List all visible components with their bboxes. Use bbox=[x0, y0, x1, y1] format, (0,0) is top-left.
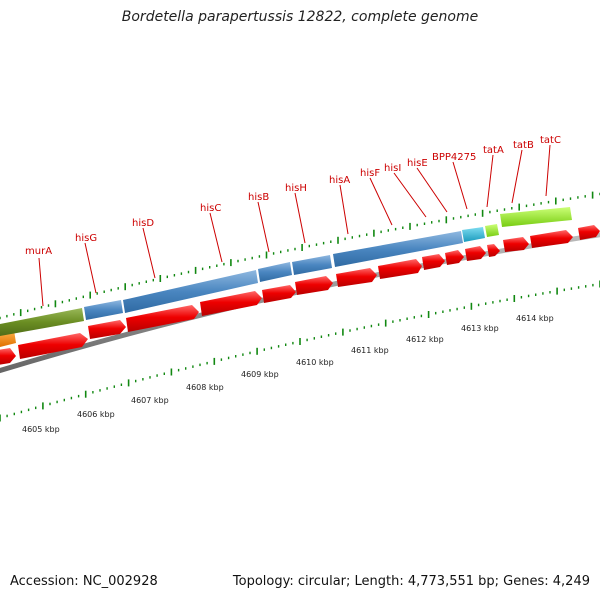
gene-label-hisI: hisI bbox=[384, 163, 401, 174]
kbp-label: 4606 kbp bbox=[77, 410, 115, 419]
kbp-label: 4605 kbp bbox=[22, 425, 60, 434]
cds-arrow bbox=[295, 276, 333, 295]
cds-arrow bbox=[503, 237, 529, 252]
cds-arrow bbox=[422, 254, 445, 270]
cds-arrow bbox=[465, 246, 486, 261]
gene-label-hisC: hisC bbox=[200, 203, 221, 214]
tatA-feature bbox=[485, 224, 499, 237]
gene-callouts bbox=[38, 144, 551, 307]
gene-label-hisD: hisD bbox=[132, 218, 154, 229]
kbp-label: 4609 kbp bbox=[241, 370, 279, 379]
kbp-label: 4614 kbp bbox=[516, 314, 554, 323]
outer-tick-track bbox=[0, 280, 600, 422]
gene-label-murA: murA bbox=[25, 246, 52, 257]
BPP4275-feature bbox=[462, 227, 485, 242]
cds-track bbox=[0, 225, 600, 365]
accession-text: Accession: NC_002928 bbox=[10, 574, 158, 589]
hisH-feature bbox=[292, 255, 332, 275]
hisB-feature bbox=[258, 262, 292, 282]
gene-label-tatC: tatC bbox=[540, 135, 561, 146]
gene-label-hisH: hisH bbox=[285, 183, 307, 194]
kbp-label: 4610 kbp bbox=[296, 358, 334, 367]
hisD-hisC-feature bbox=[123, 270, 258, 313]
kbp-label: 4608 kbp bbox=[186, 383, 224, 392]
hisG-feature bbox=[84, 300, 123, 320]
kbp-label: 4607 kbp bbox=[131, 396, 169, 405]
murA-feature bbox=[0, 308, 84, 336]
gene-label-hisA: hisA bbox=[329, 175, 350, 186]
feature-track bbox=[0, 207, 572, 347]
kbp-label: 4612 kbp bbox=[406, 335, 444, 344]
tatB-tatC-feature bbox=[500, 207, 572, 227]
cds-arrow bbox=[200, 291, 262, 316]
cds-arrow bbox=[445, 250, 464, 265]
genome-backbone bbox=[0, 232, 600, 374]
cds-arrow bbox=[487, 244, 500, 257]
cds-arrow bbox=[262, 285, 296, 303]
cds-arrow bbox=[18, 333, 88, 359]
gene-label-tatB: tatB bbox=[513, 140, 534, 151]
cds-arrow bbox=[0, 348, 16, 365]
cds-arrow bbox=[530, 230, 573, 248]
gene-label-hisE: hisE bbox=[407, 158, 428, 169]
genome-summary-text: Topology: circular; Length: 4,773,551 bp… bbox=[232, 574, 590, 589]
hisA-hisF-hisI-hisE-feature bbox=[333, 231, 463, 267]
kbp-label: 4611 kbp bbox=[351, 346, 389, 355]
gene-labels: murA hisG hisD hisC hisB hisH hisA hisF … bbox=[25, 135, 561, 257]
kbp-labels: 4605 kbp 4606 kbp 4607 kbp 4608 kbp 4609… bbox=[22, 314, 554, 434]
cds-arrow bbox=[88, 320, 126, 339]
gene-label-hisG: hisG bbox=[75, 233, 97, 244]
gene-label-hisF: hisF bbox=[360, 168, 380, 179]
gene-label-tatA: tatA bbox=[483, 145, 504, 156]
cds-arrow bbox=[126, 305, 199, 332]
gene-label-hisB: hisB bbox=[248, 192, 269, 203]
gene-label-BPP4275: BPP4275 bbox=[432, 152, 476, 163]
cds-arrow bbox=[378, 259, 422, 279]
cds-arrow bbox=[336, 268, 377, 287]
map-title: Bordetella parapertussis 12822, complete… bbox=[121, 9, 479, 25]
inner-tick-track bbox=[0, 191, 600, 320]
cds-arrow bbox=[578, 225, 600, 240]
kbp-label: 4613 kbp bbox=[461, 324, 499, 333]
